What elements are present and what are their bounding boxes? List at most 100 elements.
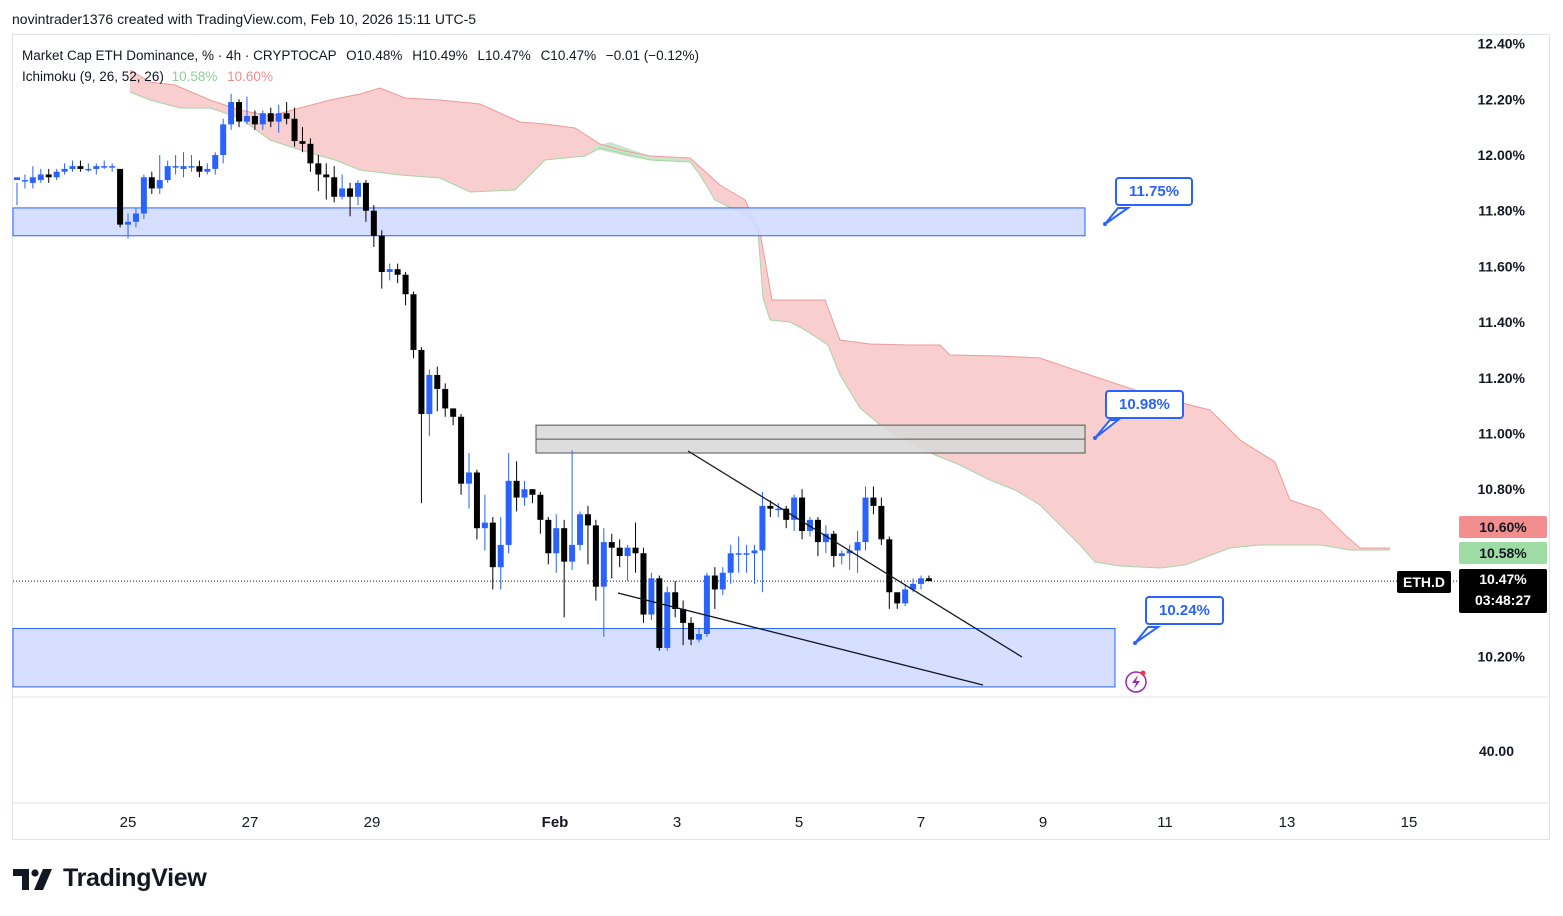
candle-body[interactable] [537,494,544,520]
chart-frame[interactable] [12,34,1550,840]
candle-body[interactable] [878,505,885,540]
candle-body[interactable] [910,583,917,590]
candle-body[interactable] [791,497,798,520]
candle-body[interactable] [347,188,354,197]
candle-body[interactable] [481,522,488,529]
candle-body[interactable] [743,553,750,555]
candle-body[interactable] [648,578,655,615]
candle-body[interactable] [172,166,179,168]
candle-body[interactable] [331,177,338,197]
candle-body[interactable] [21,180,28,182]
candle-body[interactable] [466,472,473,484]
candle-body[interactable] [775,508,782,511]
candle-body[interactable] [624,547,631,557]
candle-body[interactable] [664,592,671,648]
candle-body[interactable] [85,168,92,171]
candle-body[interactable] [156,180,163,189]
candle-body[interactable] [362,182,369,211]
candle-body[interactable] [688,622,695,640]
candle-body[interactable] [148,177,155,189]
candle-body[interactable] [101,166,108,168]
wedge-upper-trendline[interactable] [687,450,1023,658]
callout-10-24[interactable]: 10.24% [1145,596,1224,625]
candle-body[interactable] [830,533,837,557]
candle-body[interactable] [315,163,322,175]
candle-body[interactable] [394,269,401,275]
candle-body[interactable] [672,592,679,609]
candle-body[interactable] [711,575,718,590]
candle-body[interactable] [529,489,536,495]
candle-body[interactable] [521,489,528,498]
candle-body[interactable] [902,589,909,604]
candle-body[interactable] [275,113,282,122]
candle-body[interactable] [497,544,504,568]
candle-body[interactable] [228,102,235,125]
candle-body[interactable] [93,166,100,169]
candle-body[interactable] [561,528,568,562]
candle-body[interactable] [434,375,441,389]
candle-body[interactable] [243,116,250,122]
candle-body[interactable] [577,514,584,545]
support-zone-10.24[interactable] [12,627,1116,688]
wedge-lower-trendline[interactable] [617,592,984,686]
candle-body[interactable] [600,542,607,587]
candle-body[interactable] [251,116,258,125]
candle-body[interactable] [870,497,877,506]
candle-body[interactable] [656,578,663,648]
candle-body[interactable] [703,575,710,635]
candle-body[interactable] [640,553,647,615]
candle-body[interactable] [236,102,243,122]
candle-body[interactable] [53,171,60,178]
candle-body[interactable] [854,542,861,551]
candle-body[interactable] [140,177,147,214]
resistance-zone-11.75[interactable] [12,207,1086,237]
candle-body[interactable] [513,480,520,498]
candle-body[interactable] [592,525,599,587]
candle-body[interactable] [220,124,227,155]
candle-body[interactable] [735,553,742,555]
candle-body[interactable] [767,505,774,509]
candle-body[interactable] [299,141,306,144]
candle-body[interactable] [799,497,806,531]
candle-body[interactable] [267,113,274,122]
candle-body[interactable] [608,542,615,548]
candle-body[interactable] [695,634,702,640]
candle-body[interactable] [862,497,869,543]
candle-body[interactable] [426,375,433,415]
candle-body[interactable] [307,143,314,164]
candle-body[interactable] [37,174,44,181]
candle-body[interactable] [14,177,20,181]
candle-body[interactable] [584,514,591,526]
candle-body[interactable] [545,519,552,554]
candle-body[interactable] [410,294,417,350]
candle-body[interactable] [132,213,139,222]
candle-body[interactable] [354,182,361,197]
candle-body[interactable] [386,269,393,272]
candle-body[interactable] [370,210,377,236]
candle-body[interactable] [807,519,813,531]
candle-body[interactable] [291,118,298,142]
candle-body[interactable] [569,544,576,562]
candle-body[interactable] [918,578,925,584]
candle-body[interactable] [822,533,829,543]
candle-body[interactable] [45,174,52,178]
candle-body[interactable] [402,274,409,295]
candle-body[interactable] [886,539,893,593]
legend-symbol-row[interactable]: Market Cap ETH Dominance, % · 4h · CRYPT… [22,45,699,66]
candle-body[interactable] [751,550,758,554]
candle-body[interactable] [164,166,171,181]
candle-body[interactable] [61,168,68,172]
legend-indicator-row[interactable]: Ichimoku (9, 26, 52, 26) 10.58% 10.60% [22,66,699,87]
candle-body[interactable] [846,550,853,554]
candle-body[interactable] [759,505,766,551]
candle-body[interactable] [489,522,496,568]
candle-body[interactable] [125,221,132,225]
candle-body[interactable] [180,166,187,169]
candle-body[interactable] [109,166,116,168]
candle-body[interactable] [188,166,195,168]
candle-body[interactable] [473,472,480,529]
candle-body[interactable] [204,168,211,172]
candle-body[interactable] [77,166,84,169]
candle-body[interactable] [69,166,76,169]
